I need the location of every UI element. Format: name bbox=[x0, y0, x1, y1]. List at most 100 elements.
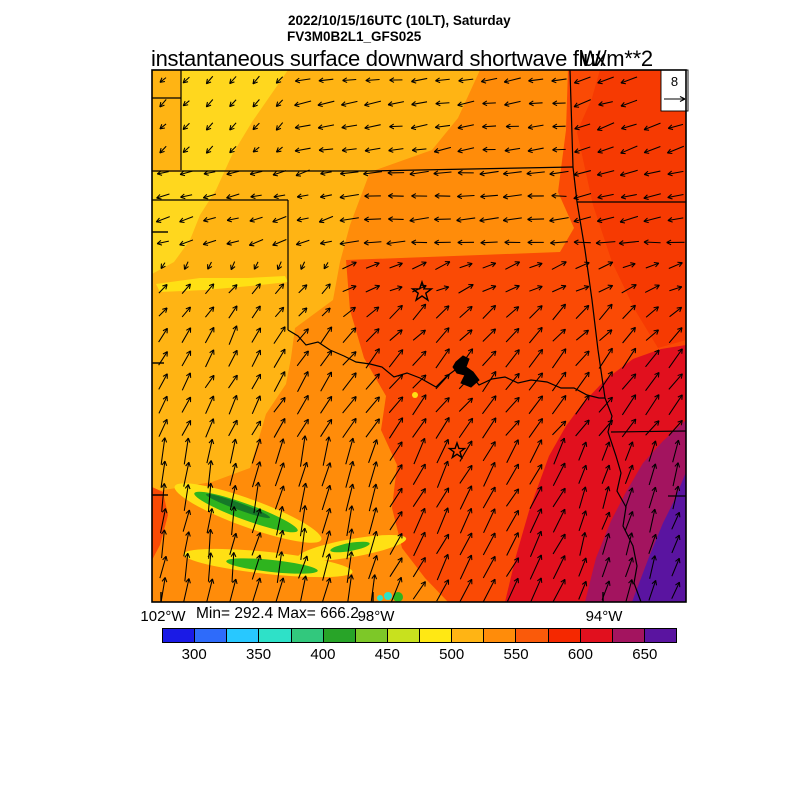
wind-arrow bbox=[551, 77, 567, 84]
wind-arrow bbox=[645, 306, 659, 318]
wind-arrow bbox=[341, 147, 357, 153]
wind-arrow bbox=[320, 371, 333, 392]
wind-arrow bbox=[598, 396, 613, 413]
wind-arrow bbox=[411, 193, 428, 199]
wind-arrow bbox=[320, 239, 332, 246]
wind-arrow bbox=[179, 239, 194, 247]
wind-arrow bbox=[364, 216, 382, 223]
wind-arrow bbox=[435, 77, 450, 84]
wind-arrow bbox=[320, 350, 333, 367]
wind-arrow bbox=[342, 396, 357, 414]
wind-arrow bbox=[529, 554, 543, 580]
wind-arrow bbox=[296, 193, 309, 200]
wind-arrow bbox=[598, 261, 614, 270]
wind-arrow bbox=[596, 122, 615, 132]
wind-arrow bbox=[386, 240, 406, 246]
wind-arrow bbox=[529, 439, 543, 463]
wind-arrow bbox=[621, 373, 637, 390]
wind-arrow bbox=[228, 305, 238, 319]
wind-arrow bbox=[506, 577, 519, 602]
wind-arrow bbox=[458, 77, 474, 84]
wind-arrow bbox=[529, 463, 543, 485]
wind-arrow bbox=[502, 193, 522, 200]
wind-arrow bbox=[622, 326, 636, 344]
wind-arrow bbox=[368, 530, 379, 557]
wind-arrow bbox=[412, 303, 427, 321]
colorbar-tick-label: 500 bbox=[439, 646, 465, 663]
colorbar-segment bbox=[516, 629, 549, 642]
flux-region-purple-corner bbox=[632, 472, 686, 602]
wind-arrow bbox=[527, 216, 545, 223]
wind-arrow bbox=[341, 100, 358, 107]
wind-arrow bbox=[368, 461, 379, 488]
wind-arrow bbox=[436, 507, 449, 534]
wind-arrow bbox=[182, 100, 190, 107]
wind-arrow bbox=[183, 484, 191, 511]
colorbar-segment bbox=[580, 629, 613, 642]
wind-arrow bbox=[621, 394, 637, 416]
wind-arrow bbox=[184, 552, 191, 582]
wind-arrow bbox=[339, 217, 359, 223]
wind-arrow bbox=[505, 396, 520, 413]
wind-arrow bbox=[388, 374, 404, 390]
wind-arrow bbox=[575, 285, 590, 292]
wind-arrow bbox=[619, 169, 638, 177]
wind-arrow bbox=[276, 505, 285, 536]
wind-arrow bbox=[479, 170, 499, 177]
wind-arrow bbox=[181, 372, 192, 391]
wind-arrow bbox=[504, 239, 521, 246]
wind-arrow bbox=[436, 460, 449, 488]
wind-arrow bbox=[458, 348, 474, 369]
wind-arrow bbox=[321, 484, 332, 511]
wind-arrow bbox=[273, 193, 286, 200]
wind-arrow bbox=[251, 508, 262, 534]
colorbar-segment bbox=[291, 629, 324, 642]
wind-arrow bbox=[299, 575, 308, 602]
wind-arrow bbox=[552, 578, 566, 602]
wind-arrow bbox=[295, 239, 310, 246]
wind-arrow bbox=[433, 146, 452, 154]
wind-arrow bbox=[459, 554, 473, 580]
wind-arrow bbox=[505, 557, 520, 577]
wind-arrow bbox=[505, 261, 521, 270]
wind-arrow bbox=[226, 216, 239, 223]
wind-arrow bbox=[318, 147, 334, 153]
wind-arrow bbox=[298, 461, 309, 487]
wind-arrow bbox=[294, 77, 311, 84]
wind-arrow bbox=[251, 283, 261, 295]
minmax-stats: Min= 292.4 Max= 666.2 bbox=[196, 605, 359, 622]
wind-arrow bbox=[299, 505, 308, 537]
wind-arrow bbox=[317, 124, 335, 130]
wind-arrow bbox=[648, 440, 658, 462]
colorbar-segment bbox=[259, 629, 292, 642]
wind-arrow bbox=[320, 170, 332, 176]
wind-arrow bbox=[158, 327, 168, 343]
wind-arrow bbox=[666, 145, 685, 155]
colorbar-segment bbox=[548, 629, 581, 642]
colorbar-segment bbox=[355, 629, 388, 642]
wind-arrow bbox=[649, 508, 657, 533]
wind-arrow bbox=[435, 100, 450, 107]
wind-arrow bbox=[161, 483, 167, 512]
wind-arrow bbox=[412, 557, 426, 578]
wind-arrow bbox=[601, 511, 611, 530]
model-heading: FV3M0B2L1_GFS025 bbox=[287, 29, 422, 44]
colorbar-tick-label: 300 bbox=[181, 646, 207, 663]
wind-arrow bbox=[529, 486, 543, 509]
speck-green-1 bbox=[393, 592, 403, 602]
wind-arrow bbox=[575, 304, 590, 320]
wind-arrow bbox=[274, 462, 285, 487]
map-frame bbox=[151, 69, 687, 603]
wind-arrow bbox=[249, 170, 263, 177]
lon-label: 94°W bbox=[585, 608, 623, 625]
wind-arrow bbox=[411, 77, 428, 84]
wind-arrow bbox=[342, 261, 357, 270]
wind-arrow bbox=[230, 506, 237, 536]
wind-arrow bbox=[622, 304, 636, 320]
wind-arrow bbox=[275, 99, 284, 107]
wind-arrow bbox=[552, 487, 566, 508]
wind-arrow bbox=[667, 170, 684, 177]
wind-arrow bbox=[205, 418, 215, 438]
wind-arrow bbox=[412, 350, 427, 366]
